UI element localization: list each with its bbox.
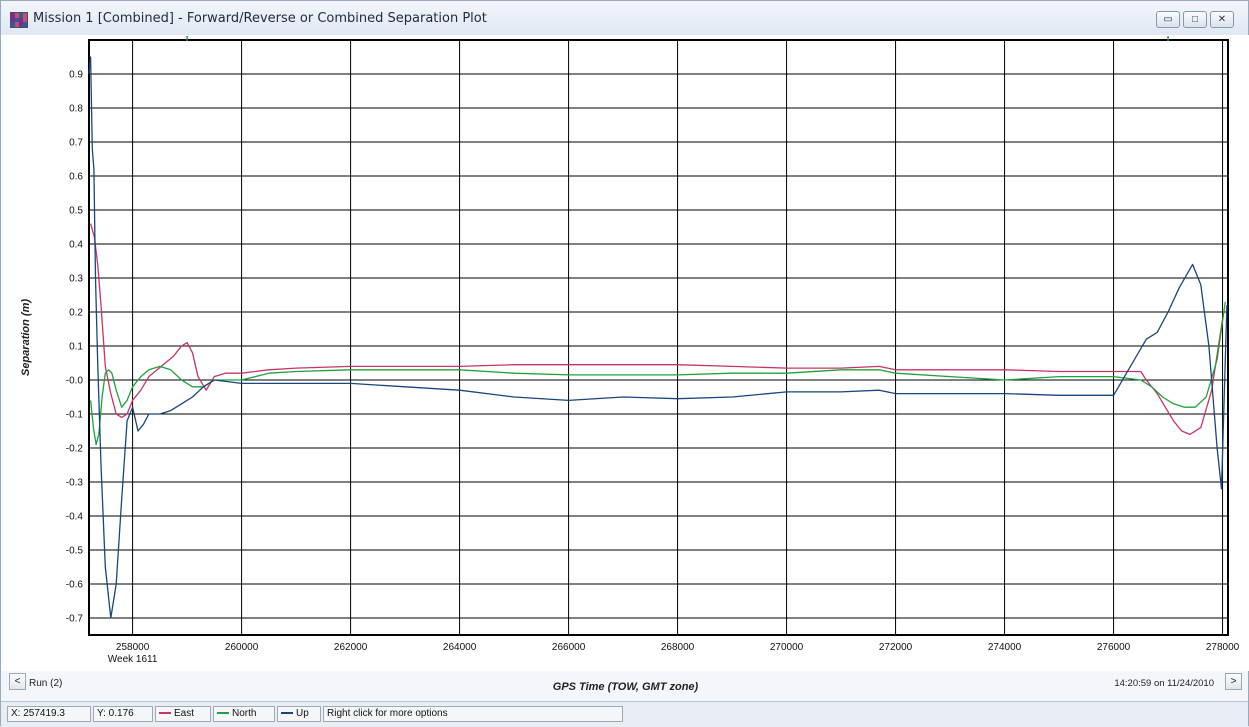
y-tick-label: 0.4 [69,240,83,251]
chevron-right-icon: > [1230,676,1237,687]
y-tick-label: -0.2 [66,444,84,455]
y-tick-label: 0.5 [69,206,83,217]
series-north-line [89,301,1226,446]
maximize-icon: □ [1191,14,1199,25]
x-tick-label: 278000 [1206,642,1240,653]
series-up-line [88,56,1228,619]
minimize-button[interactable]: ▭ [1156,11,1180,28]
grid-app-icon[interactable] [10,12,28,28]
up-swatch [281,712,293,715]
window-controls: ▭ □ ✕ [1156,11,1234,28]
series-east-line [89,223,1224,436]
x-tick-label: 264000 [443,642,477,653]
north-swatch [217,712,229,715]
y-tick-label: -0.5 [66,546,84,557]
y-tick-label: -0.7 [66,614,84,625]
y-tick-label: -0.0 [66,376,84,387]
separation-chart[interactable]: 0.9 0.8 0.7 0.6 0.5 0.4 0.3 0.2 0.1 -0.0 -0.1 -0.2 -… [1,35,1249,671]
minimize-icon: ▭ [1163,14,1173,25]
y-tick-label: 0.8 [69,104,83,115]
y-tick-label: -0.6 [66,580,84,591]
run-label: Run (2) [29,678,63,689]
x-tick-label: 258000 [116,642,150,653]
status-bar: X: 257419.3 Y: 0.176 East North Up Right… [1,701,1248,727]
y-tick-label: 0.9 [69,70,83,81]
legend-north-label: North [232,708,257,719]
y-tick-label: -0.4 [66,512,84,523]
x-tick-label: 266000 [552,642,586,653]
x-sub-label: Week 1611 [108,654,158,665]
y-readout: Y: 0.176 [93,706,153,722]
y-tick-label: 0.3 [69,274,83,285]
y-tick-label: 0.6 [69,172,83,183]
close-button[interactable]: ✕ [1210,11,1234,28]
title-bar[interactable]: Mission 1 [Combined] - Forward/Reverse o… [1,1,1248,36]
timestamp: 14:20:59 on 11/24/2010 [1114,678,1214,689]
y-tick-label: -0.1 [66,410,84,421]
prev-run-button[interactable]: < [9,673,26,690]
next-run-button[interactable]: > [1225,673,1242,690]
legend-east[interactable]: East [155,706,211,722]
chevron-left-icon: < [14,676,21,687]
y-tick-label: 0.1 [69,342,83,353]
x-tick-label: 276000 [1097,642,1131,653]
maximize-button[interactable]: □ [1183,11,1207,28]
close-icon: ✕ [1217,14,1227,25]
east-swatch [159,712,171,715]
x-tick-label: 272000 [879,642,913,653]
y-tick-label: 0.7 [69,138,83,149]
x-readout: X: 257419.3 [7,706,91,722]
x-tick-label: 260000 [225,642,259,653]
plot-area[interactable]: 0.9 0.8 0.7 0.6 0.5 0.4 0.3 0.2 0.1 -0.0 -0.1 -0.2 -… [1,35,1249,671]
x-tick-label: 270000 [770,642,804,653]
x-axis-title: GPS Time (TOW, GMT zone) [552,681,699,693]
plot-frame [88,39,1229,636]
legend-up-label: Up [296,708,309,719]
legend-north[interactable]: North [213,706,275,722]
x-tick-label: 262000 [334,642,368,653]
legend-up[interactable]: Up [277,706,321,722]
y-axis-title: Separation (m) [20,299,32,376]
window-title: Mission 1 [Combined] - Forward/Reverse o… [33,11,487,26]
y-tick-label: -0.3 [66,478,84,489]
hint-text: Right click for more options [323,706,623,722]
legend-east-label: East [174,708,195,719]
x-tick-label: 268000 [661,642,695,653]
x-tick-label: 274000 [988,642,1022,653]
y-tick-label: 0.2 [69,308,83,319]
